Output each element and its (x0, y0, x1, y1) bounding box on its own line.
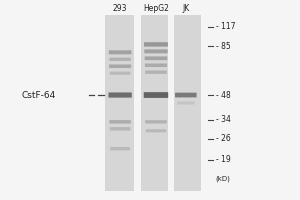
Text: 293: 293 (113, 4, 128, 13)
Bar (171, 15, 201, 191)
FancyBboxPatch shape (145, 120, 167, 124)
Text: - 85: - 85 (216, 42, 230, 51)
Bar (141, 15, 171, 191)
FancyBboxPatch shape (110, 127, 130, 130)
Text: JK: JK (182, 4, 190, 13)
Text: - 26: - 26 (216, 134, 230, 143)
FancyBboxPatch shape (145, 71, 167, 74)
Bar (168, 15, 174, 191)
Bar (134, 15, 140, 191)
Text: (kD): (kD) (216, 175, 231, 182)
FancyBboxPatch shape (110, 58, 131, 61)
FancyBboxPatch shape (146, 129, 166, 132)
Text: - 117: - 117 (216, 22, 235, 31)
Text: - 19: - 19 (216, 155, 230, 164)
Text: - 48: - 48 (216, 91, 230, 100)
FancyBboxPatch shape (109, 50, 131, 54)
FancyBboxPatch shape (110, 147, 130, 150)
FancyBboxPatch shape (145, 63, 167, 67)
Text: CstF-64: CstF-64 (22, 91, 56, 100)
FancyBboxPatch shape (144, 92, 168, 98)
FancyBboxPatch shape (144, 49, 168, 53)
FancyBboxPatch shape (109, 92, 132, 98)
FancyBboxPatch shape (175, 93, 196, 97)
Text: - 34: - 34 (216, 115, 231, 124)
FancyBboxPatch shape (110, 120, 131, 124)
FancyBboxPatch shape (145, 56, 167, 60)
FancyBboxPatch shape (144, 42, 168, 47)
FancyBboxPatch shape (177, 101, 195, 104)
FancyBboxPatch shape (109, 64, 131, 68)
FancyBboxPatch shape (110, 72, 130, 75)
Bar (105, 15, 135, 191)
Text: HepG2: HepG2 (143, 4, 169, 13)
